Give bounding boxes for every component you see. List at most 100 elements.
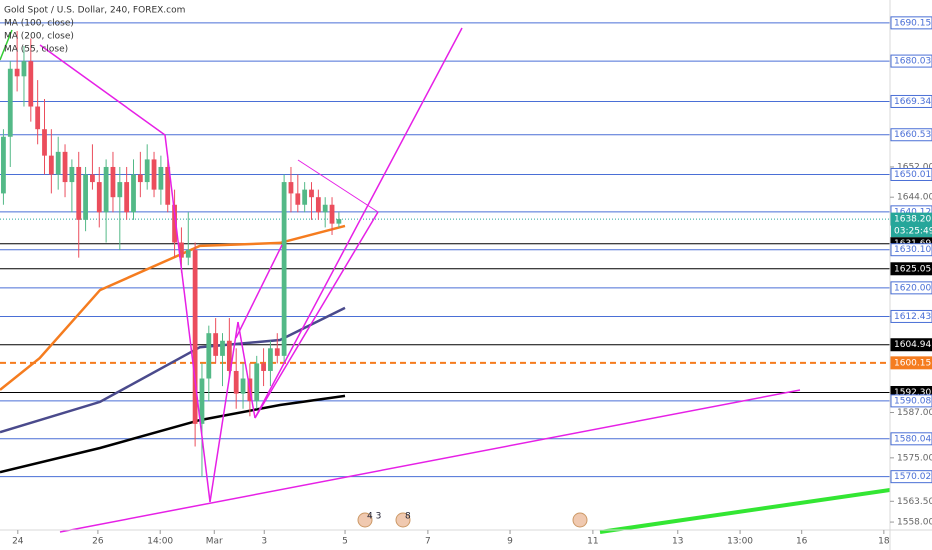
price-badge (890, 128, 932, 142)
price-badge-label: 1660.53 (894, 130, 931, 140)
moving-average (0, 224, 346, 391)
candle-body (21, 61, 27, 77)
price-badge (890, 54, 932, 68)
candle-body (7, 68, 13, 137)
legend-entry: MA (55, close) (4, 45, 68, 55)
candle-body (226, 340, 232, 371)
legend-entry: MA (200, close) (4, 32, 74, 42)
candle-body (117, 182, 123, 198)
price-badge (890, 470, 932, 484)
candle-body (261, 363, 266, 371)
event-icon (572, 512, 588, 528)
y-tick-label: 1575.00 (897, 453, 932, 463)
candle-body (213, 333, 219, 356)
x-tick-label: 16 (796, 537, 808, 547)
x-tick-label: 13 (672, 537, 683, 547)
candle-body (199, 378, 205, 424)
price-badge (890, 243, 932, 257)
candle-body (185, 250, 191, 258)
candle-body (322, 204, 328, 213)
y-tick-label: 1563.50 (897, 497, 932, 507)
price-badge-label: 1592.30 (894, 388, 931, 398)
candle-body (329, 204, 335, 224)
candle-body (103, 166, 109, 213)
price-badge-label: 1690.15 (894, 18, 931, 28)
trend-line (254, 211, 379, 419)
x-tick-label: 24 (12, 537, 24, 547)
price-badge (890, 432, 932, 446)
candle-body (302, 189, 308, 205)
candle-body (90, 174, 95, 183)
candle-body (151, 159, 157, 190)
price-badge (890, 281, 932, 295)
price-badge (890, 356, 932, 370)
price-badge (890, 94, 932, 108)
x-tick-label: 9 (507, 537, 513, 547)
candle-body (165, 166, 171, 205)
countdown: 03:25:49 (894, 227, 932, 237)
candle-body (179, 242, 184, 258)
candle-body (254, 363, 260, 402)
drawings (0, 27, 891, 534)
candle-body (55, 151, 61, 175)
candle-body (240, 378, 246, 394)
chart-title: Gold Spot / U.S. Dollar, 240, FOREX.com (4, 6, 185, 16)
candle-body (131, 174, 136, 213)
legend: Gold Spot / U.S. Dollar, 240, FOREX.com … (4, 6, 185, 55)
candle-body (315, 197, 321, 213)
price-badge (890, 262, 932, 276)
price-badge (890, 309, 932, 323)
event-label: 8 (405, 512, 411, 522)
candle-body (110, 166, 116, 198)
candle-body (192, 250, 198, 424)
y-tick-label: 1644.00 (897, 193, 932, 203)
candle-body (144, 159, 150, 183)
price-badge-label: 1650.01 (894, 170, 931, 180)
candle-body (48, 155, 54, 175)
candle-body (35, 106, 41, 130)
price-badge-label: 1625.05 (894, 264, 931, 274)
price-badge-label: 1570.02 (894, 472, 931, 482)
x-tick-label: 18 (878, 537, 890, 547)
candle-body (220, 340, 225, 356)
candle-body (42, 129, 47, 156)
candle-body (288, 182, 294, 194)
candle-body (268, 348, 273, 371)
event-marker (395, 512, 411, 528)
candle-body (124, 182, 130, 213)
price-badge (890, 394, 932, 408)
trend-line (39, 44, 166, 136)
price-badge-label: 1669.34 (894, 97, 931, 107)
candle-body (158, 166, 164, 190)
trend-line (237, 321, 256, 419)
price-badge (890, 167, 932, 181)
axes: 1652.001644.001612.501587.001575.001563.… (12, 16, 932, 547)
y-tick-label: 1558.00 (897, 518, 932, 528)
levels (0, 22, 890, 478)
event-marker (357, 512, 373, 528)
price-badge (890, 16, 932, 30)
candle-body (96, 182, 102, 213)
x-tick-label: 26 (92, 537, 104, 547)
candle-body (62, 151, 68, 183)
trend-line (297, 159, 379, 213)
legend-entry: MA (100, close) (4, 19, 74, 29)
price-badge-label: 1580.04 (894, 434, 931, 444)
countdown-badge (891, 225, 932, 238)
candle-body (281, 182, 287, 356)
x-tick-label: 5 (342, 537, 348, 547)
event-marker (572, 512, 588, 528)
price-badge-label: 1600.15 (894, 358, 931, 368)
candle-body (137, 174, 143, 183)
trend-line (209, 321, 239, 503)
x-tick-label: 14:00 (147, 537, 173, 547)
candle-body (69, 166, 75, 183)
price-badge-label: 1638.20 (894, 215, 931, 225)
x-tick-label: Mar (206, 537, 223, 547)
candle-body (83, 174, 88, 220)
candle-body (233, 370, 239, 394)
candle-body (14, 68, 20, 77)
price-badge-label: 1620.00 (894, 283, 931, 293)
x-tick-label: 11 (587, 537, 598, 547)
